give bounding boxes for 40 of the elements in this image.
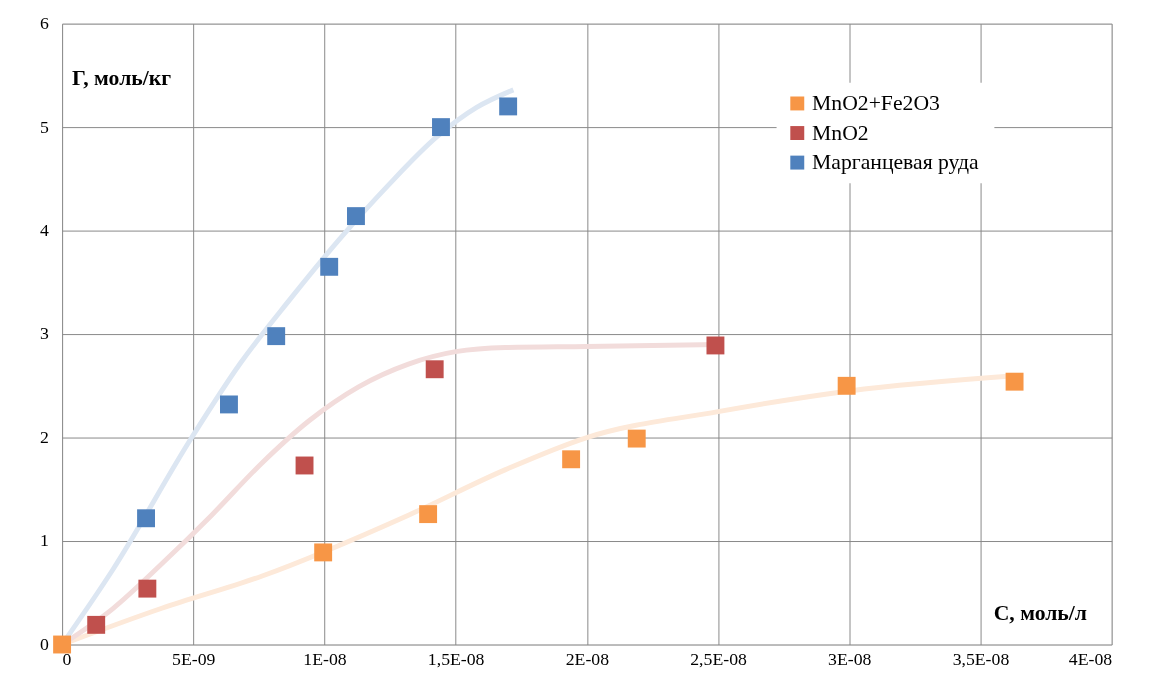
point xyxy=(627,429,646,448)
x-tick-label: 4E-08 xyxy=(1068,648,1113,669)
point xyxy=(347,207,365,226)
point xyxy=(425,360,444,379)
x-tick-label: 0 xyxy=(62,648,72,669)
point xyxy=(562,450,581,469)
y-tick-label: 2 xyxy=(39,426,49,447)
point xyxy=(137,509,155,528)
point xyxy=(314,543,333,562)
point xyxy=(267,327,286,346)
point xyxy=(1005,372,1024,391)
y-tick-label: 5 xyxy=(39,116,49,137)
x-tick-label: 5E-09 xyxy=(172,648,216,669)
x-tick-label: 1E-08 xyxy=(303,648,347,669)
point xyxy=(706,336,725,355)
point xyxy=(87,615,106,634)
y-axis-title: Г, моль/кг xyxy=(71,65,172,90)
legend-label: Марганцевая руда xyxy=(812,150,980,175)
x-tick-label: 3,5E-08 xyxy=(952,648,1010,669)
point xyxy=(320,257,339,276)
point xyxy=(138,579,157,598)
x-axis-title: С, моль/л xyxy=(993,600,1088,625)
point xyxy=(419,505,438,524)
y-tick-label: 0 xyxy=(39,633,49,654)
point xyxy=(220,395,238,414)
point xyxy=(499,97,518,116)
y-tick-label: 4 xyxy=(39,220,49,241)
legend-label: MnO2 xyxy=(812,120,869,145)
x-tick-label: 2,5E-08 xyxy=(690,648,747,669)
legend-label: MnO2+Fe2O3 xyxy=(812,91,940,116)
x-tick-label: 1,5E-08 xyxy=(427,648,485,669)
point xyxy=(295,456,314,475)
point xyxy=(432,118,450,137)
point xyxy=(53,635,72,654)
y-tick-label: 6 xyxy=(39,13,49,34)
point xyxy=(837,376,856,395)
y-tick-label: 3 xyxy=(39,323,49,344)
x-tick-label: 3E-08 xyxy=(828,648,872,669)
y-tick-label: 1 xyxy=(39,530,49,551)
x-tick-label: 2E-08 xyxy=(565,648,610,669)
